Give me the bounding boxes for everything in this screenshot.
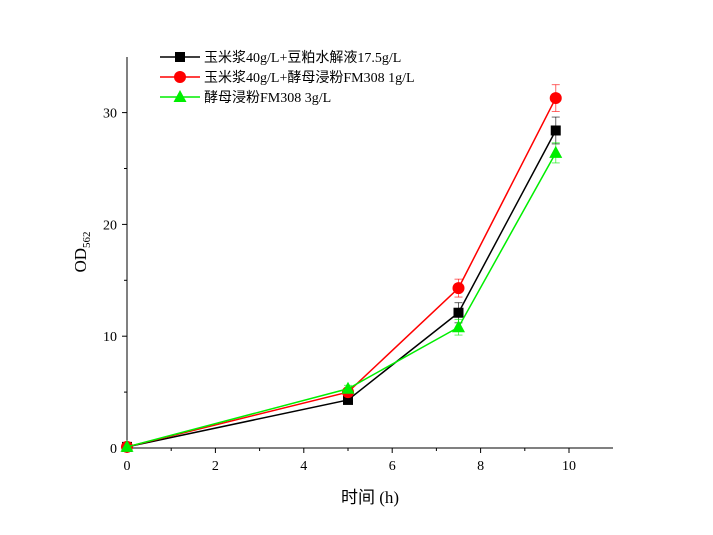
legend: 玉米浆40g/L+豆粕水解液17.5g/L 玉米浆40g/L+酵母浸粉FM308 …	[160, 50, 415, 106]
x-tick-label: 2	[212, 459, 219, 474]
data-point	[341, 381, 355, 394]
series-square	[122, 116, 561, 452]
x-tick-label: 4	[300, 459, 307, 474]
x-tick-label: 0	[124, 459, 131, 474]
data-point	[453, 307, 464, 318]
y-tick-label: 0	[110, 442, 117, 457]
x-tick-label: 10	[562, 459, 576, 474]
y-axis-title: OD562	[71, 231, 93, 272]
y-axis-title-main: OD	[71, 248, 90, 273]
series-line	[126, 130, 557, 448]
ticks: 0 2 4 6 8 10 0 10 20 30	[103, 107, 576, 474]
legend-entry: 酵母浸粉FM308 3g/L	[160, 90, 331, 106]
y-tick-label: 10	[103, 330, 117, 345]
y-tick-label: 30	[103, 107, 117, 122]
data-point	[120, 439, 134, 452]
data-point	[452, 282, 465, 295]
data-point	[343, 394, 353, 405]
y-axis-title-subscript: 562	[81, 231, 93, 248]
axes	[126, 57, 613, 449]
data-point	[452, 320, 465, 333]
series-line	[126, 97, 557, 448]
legend-marker	[175, 52, 185, 62]
legend-label: 玉米浆40g/L+豆粕水解液17.5g/L	[204, 50, 401, 66]
data-point	[549, 92, 562, 105]
x-tick-label: 6	[389, 459, 396, 474]
series-line	[126, 152, 557, 448]
series-circle	[121, 84, 562, 453]
series-layer	[120, 84, 563, 453]
series-triangle	[120, 142, 563, 452]
legend-entry: 玉米浆40g/L+酵母浸粉FM308 1g/L	[160, 70, 415, 86]
x-tick-label: 8	[477, 459, 484, 474]
legend-marker	[174, 71, 186, 83]
y-tick-label: 20	[103, 218, 117, 233]
legend-marker	[173, 90, 187, 102]
data-point	[550, 125, 561, 136]
x-axis-title: 时间 (h)	[341, 488, 399, 507]
legend-label: 酵母浸粉FM308 3g/L	[204, 90, 331, 106]
legend-entry: 玉米浆40g/L+豆粕水解液17.5g/L	[160, 50, 401, 66]
data-point	[549, 145, 563, 158]
legend-label: 玉米浆40g/L+酵母浸粉FM308 1g/L	[204, 70, 415, 86]
